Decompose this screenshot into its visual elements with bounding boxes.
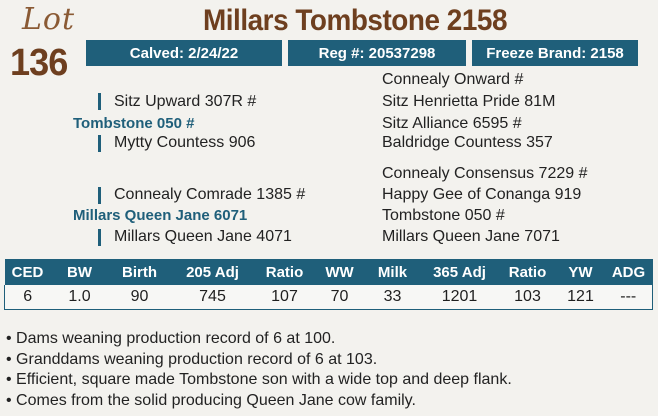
table-cell: 90 [108,285,171,310]
table-cell: 1.0 [50,285,109,310]
table-cell: 1201 [420,285,499,310]
table-cell: 745 [170,285,255,310]
pedigree-bracket [98,187,101,204]
pedigree-sire-sire: Sitz Upward 307R # [114,93,257,110]
pedigree-dam-sire: Connealy Comrade 1385 # [114,186,306,203]
column-header: Ratio [498,259,557,285]
column-header: 365 Adj [420,259,499,285]
pedigree-dd-sire: Tombstone 050 # [382,207,505,224]
column-header: CED [4,259,51,285]
pedigree-bracket [98,93,101,110]
pedigree-ss-sire: Connealy Onward # [382,71,524,88]
performance-values-row: 6 1.0 90 745 107 70 33 1201 103 121 --- [4,285,653,310]
table-cell: 70 [314,285,365,310]
pedigree-sd-sire: Sitz Alliance 6595 # [382,115,522,132]
table-cell: 103 [498,285,557,310]
pedigree-sire-dam: Mytty Countess 906 [114,134,256,151]
note-item: Comes from the solid producing Queen Jan… [6,391,512,412]
pedigree-ss-dam: Sitz Henrietta Pride 81M [382,93,556,110]
lot-label: Lot [22,2,76,37]
info-bar: Calved: 2/24/22 Reg #: 20537298 Freeze B… [86,40,638,66]
table-cell: 107 [254,285,315,310]
column-header: WW [314,259,365,285]
pedigree-ds-sire: Connealy Consensus 7229 # [382,165,588,182]
performance-header-row: CED BW Birth 205 Adj Ratio WW Milk 365 A… [4,259,653,285]
notes-list: Dams weaning production record of 6 at 1… [6,329,512,411]
pedigree-sd-dam: Baldridge Countess 357 [382,134,553,151]
calved-date: Calved: 2/24/22 [86,40,282,66]
animal-name-title: Millars Tombstone 2158 [203,4,508,37]
table-cell: 6 [4,285,51,310]
column-header: Birth [108,259,171,285]
table-cell: 33 [364,285,421,310]
table-cell: 121 [556,285,605,310]
column-header: BW [50,259,109,285]
lot-number: 136 [10,42,68,84]
column-header: YW [556,259,605,285]
pedigree-dam-dam: Millars Queen Jane 4071 [114,228,292,245]
table-cell: --- [604,285,653,310]
pedigree-bracket [98,229,101,246]
registration-number: Reg #: 20537298 [288,40,466,66]
pedigree-bracket [98,135,101,152]
pedigree-dam: Millars Queen Jane 6071 [73,207,248,224]
column-header: 205 Adj [170,259,255,285]
pedigree-ds-dam: Happy Gee of Conanga 919 [382,186,582,203]
column-header: ADG [604,259,653,285]
pedigree-sire: Tombstone 050 # [73,115,195,132]
column-header: Milk [364,259,421,285]
note-item: Granddams weaning production record of 6… [6,350,512,371]
column-header: Ratio [254,259,315,285]
pedigree-dd-dam: Millars Queen Jane 7071 [382,228,560,245]
performance-table: CED BW Birth 205 Adj Ratio WW Milk 365 A… [4,259,653,310]
freeze-brand: Freeze Brand: 2158 [472,40,638,66]
note-item: Dams weaning production record of 6 at 1… [6,329,512,350]
note-item: Efficient, square made Tombstone son wit… [6,370,512,391]
